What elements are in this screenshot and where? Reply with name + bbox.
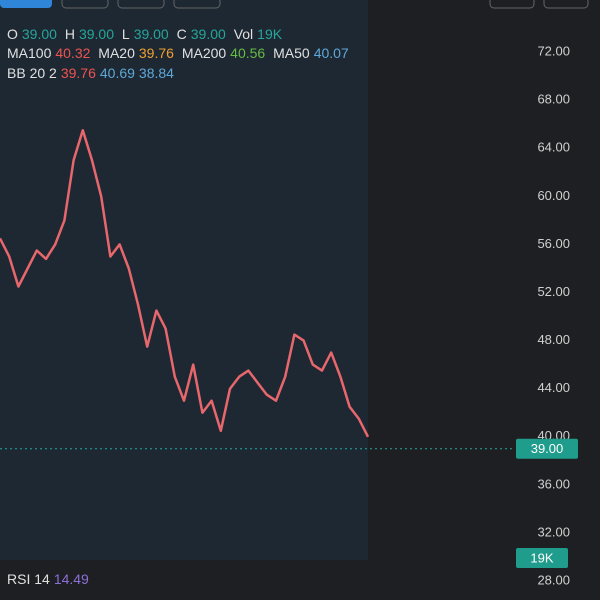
y-tick-label: 56.00 bbox=[537, 236, 570, 251]
value: 39.76 bbox=[138, 45, 174, 61]
value: 40.56 bbox=[230, 45, 266, 61]
ma-row: MA100 40.32 MA20 39.76 MA200 40.56 MA50 40.0… bbox=[7, 45, 353, 61]
value: 40.07 bbox=[313, 45, 349, 61]
volume-tag-box bbox=[516, 548, 568, 568]
bb-row: BB 20 2 39.76 40.69 38.84 bbox=[7, 65, 178, 81]
value: 40.69 bbox=[99, 65, 135, 81]
label: MA20 bbox=[98, 45, 135, 61]
y-tick-label: 72.00 bbox=[537, 44, 570, 59]
value: 40.32 bbox=[55, 45, 91, 61]
value: 39.00 bbox=[21, 26, 57, 42]
label: Vol bbox=[233, 26, 254, 42]
label: MA50 bbox=[273, 45, 310, 61]
label: BB 20 2 bbox=[7, 65, 57, 81]
y-tick-label: 52.00 bbox=[537, 284, 570, 299]
label: O bbox=[7, 26, 18, 42]
label: C bbox=[176, 26, 187, 42]
y-tick-label: 68.00 bbox=[537, 92, 570, 107]
label: L bbox=[121, 26, 130, 42]
y-tick-label: 36.00 bbox=[537, 476, 570, 491]
ohlc-row: O 39.00 H 39.00 L 39.00 C 39.00 Vol 19K bbox=[7, 26, 286, 42]
label: MA100 bbox=[7, 45, 52, 61]
y-tick-label: 32.00 bbox=[537, 524, 570, 539]
price-tag-box bbox=[516, 438, 578, 459]
label: MA200 bbox=[181, 45, 227, 61]
button[interactable] bbox=[173, 0, 221, 9]
button[interactable] bbox=[543, 0, 589, 9]
plot-area bbox=[0, 0, 368, 560]
label: H bbox=[64, 26, 75, 42]
button[interactable] bbox=[0, 0, 52, 8]
price-line bbox=[0, 129, 370, 438]
button[interactable] bbox=[489, 0, 535, 9]
value: 39.00 bbox=[190, 26, 226, 42]
y-tick-label: 60.00 bbox=[537, 188, 570, 203]
value: 39.00 bbox=[133, 26, 169, 42]
y-tick-label: 48.00 bbox=[537, 332, 570, 347]
volume-tag: 19K bbox=[530, 550, 553, 565]
value: 38.84 bbox=[138, 65, 174, 81]
value: 39.76 bbox=[60, 65, 96, 81]
rsi-row: RSI 14 14.49 bbox=[7, 571, 93, 587]
value: 39.00 bbox=[78, 26, 114, 42]
button[interactable] bbox=[117, 0, 165, 9]
y-tick-label: 44.00 bbox=[537, 380, 570, 395]
y-tick-label: 28.00 bbox=[537, 572, 570, 587]
value: 19K bbox=[257, 26, 283, 42]
label: RSI 14 bbox=[7, 571, 50, 587]
y-tick-label: 64.00 bbox=[537, 140, 570, 155]
price-tag: 39.00 bbox=[531, 441, 564, 456]
value: 14.49 bbox=[53, 571, 89, 587]
button[interactable] bbox=[61, 0, 109, 9]
